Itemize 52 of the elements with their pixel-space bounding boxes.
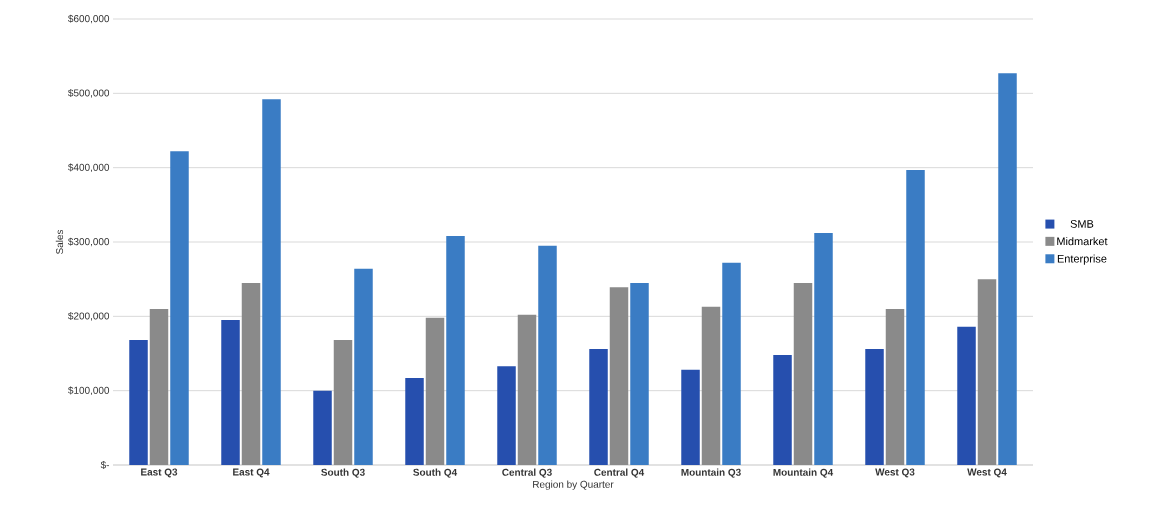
- x-tick-label: Mountain Q3: [681, 468, 741, 478]
- bar: [701, 306, 721, 465]
- bar: [517, 314, 537, 465]
- x-tick-label: West Q3: [875, 468, 915, 478]
- y-tick-label: $400,000: [68, 163, 110, 172]
- y-tick-label: $300,000: [68, 237, 110, 247]
- x-tick-label: South Q4: [413, 468, 458, 478]
- bar: [773, 354, 792, 465]
- bar: [722, 262, 741, 465]
- bar: [262, 99, 281, 465]
- bar: [241, 282, 261, 465]
- bar: [885, 308, 905, 465]
- bar: [354, 268, 373, 465]
- x-tick-label: West Q4: [967, 468, 1007, 478]
- legend-label: Midmarket: [1057, 237, 1108, 246]
- bar: [221, 320, 240, 465]
- bar: [630, 282, 649, 465]
- x-tick-label: South Q3: [321, 468, 365, 478]
- legend-label: SMB: [1070, 220, 1094, 228]
- x-tick-label: Central Q4: [594, 468, 645, 478]
- y-tick-label: $100,000: [68, 386, 110, 395]
- bar: [425, 317, 445, 465]
- x-tick-label: East Q3: [141, 468, 178, 478]
- y-tick-label: $600,000: [68, 14, 110, 24]
- x-tick-label: East Q4: [233, 468, 270, 478]
- bar: [865, 349, 884, 465]
- bar: [170, 151, 189, 465]
- x-axis-title: Region by Quarter: [533, 480, 614, 490]
- x-tick-label: Central Q3: [502, 468, 552, 478]
- bar: [814, 233, 833, 465]
- bar: [313, 390, 332, 465]
- bar: [149, 308, 169, 465]
- bar: [538, 245, 557, 465]
- y-axis-title: Sales: [55, 229, 64, 255]
- bar: [977, 279, 997, 465]
- bar: [589, 349, 608, 465]
- bar: [609, 287, 629, 465]
- bar: [129, 340, 148, 465]
- legend-label: Enterprise: [1057, 254, 1107, 265]
- y-tick-label: $500,000: [68, 89, 110, 98]
- bar: [957, 326, 976, 465]
- bar: [998, 73, 1017, 465]
- bar: [906, 169, 925, 465]
- bar: [446, 236, 465, 465]
- bar: [497, 366, 516, 465]
- bar: [333, 340, 353, 465]
- y-tick-label: $-: [100, 460, 110, 470]
- bar: [405, 378, 424, 465]
- bar: [793, 282, 813, 465]
- x-tick-label: Mountain Q4: [773, 468, 834, 478]
- y-tick-label: $200,000: [68, 312, 110, 321]
- bar: [681, 369, 700, 465]
